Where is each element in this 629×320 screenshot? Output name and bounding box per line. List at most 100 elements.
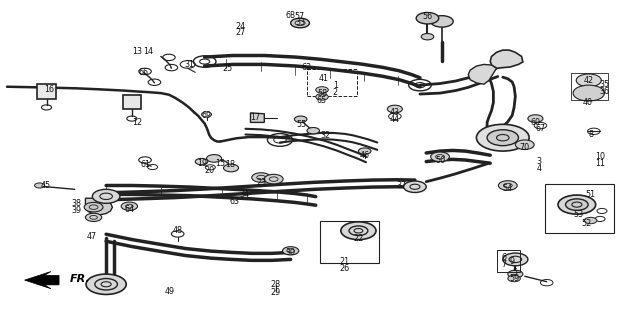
Polygon shape <box>25 271 59 289</box>
Text: 21: 21 <box>340 257 350 266</box>
Text: 63: 63 <box>229 197 239 206</box>
Circle shape <box>515 140 534 149</box>
Text: 61: 61 <box>140 160 150 169</box>
Text: 60: 60 <box>530 118 540 127</box>
Polygon shape <box>468 64 496 84</box>
Text: 47: 47 <box>87 232 97 241</box>
Circle shape <box>416 12 439 24</box>
Text: 67: 67 <box>535 124 545 133</box>
Circle shape <box>421 34 434 40</box>
Text: 23: 23 <box>256 178 266 187</box>
Text: 25: 25 <box>223 64 233 73</box>
Polygon shape <box>250 113 264 123</box>
Text: 14: 14 <box>143 47 153 56</box>
Bar <box>320 220 379 263</box>
Text: 58: 58 <box>317 89 327 98</box>
Text: 53: 53 <box>573 210 583 219</box>
Text: 18: 18 <box>225 160 235 169</box>
Circle shape <box>86 274 126 294</box>
Circle shape <box>573 85 604 101</box>
Text: 20: 20 <box>204 166 214 175</box>
Text: 26: 26 <box>340 264 350 273</box>
Text: 4: 4 <box>537 164 542 173</box>
Text: 34: 34 <box>239 190 249 199</box>
Text: 13: 13 <box>133 47 143 56</box>
Text: 51: 51 <box>586 189 596 199</box>
Circle shape <box>223 164 238 172</box>
Text: 44: 44 <box>390 115 400 124</box>
Text: 56: 56 <box>423 12 433 21</box>
Circle shape <box>528 115 543 123</box>
Text: 57: 57 <box>294 12 304 21</box>
Circle shape <box>503 253 528 266</box>
Text: 1: 1 <box>333 81 338 90</box>
Bar <box>307 69 357 96</box>
Text: 6: 6 <box>501 253 506 262</box>
Text: 5: 5 <box>513 268 518 277</box>
Text: 62: 62 <box>302 63 312 72</box>
Text: 39: 39 <box>71 206 81 215</box>
Text: 59: 59 <box>509 274 519 283</box>
Polygon shape <box>490 50 523 68</box>
Text: 55: 55 <box>297 120 307 129</box>
Circle shape <box>359 148 371 154</box>
Text: 32: 32 <box>321 131 331 140</box>
Text: 30: 30 <box>286 248 296 257</box>
Circle shape <box>86 213 102 221</box>
Text: 66: 66 <box>139 68 149 77</box>
Text: 33: 33 <box>295 19 305 28</box>
Text: 37: 37 <box>396 181 406 190</box>
Text: 29: 29 <box>270 288 281 297</box>
Text: 45: 45 <box>41 181 51 190</box>
Text: 15: 15 <box>214 159 225 168</box>
Text: 22: 22 <box>353 234 364 243</box>
Circle shape <box>565 199 588 210</box>
Text: 27: 27 <box>235 28 245 37</box>
Text: 36: 36 <box>599 87 610 96</box>
Text: 31: 31 <box>184 60 194 69</box>
Text: 9: 9 <box>509 258 515 267</box>
Text: 35: 35 <box>599 80 610 89</box>
Circle shape <box>316 94 328 100</box>
Text: 17: 17 <box>250 113 260 122</box>
Text: 50: 50 <box>435 156 445 165</box>
Text: 28: 28 <box>270 280 281 289</box>
Text: 11: 11 <box>595 159 605 168</box>
Text: 16: 16 <box>45 85 55 94</box>
Circle shape <box>92 189 120 203</box>
Text: 48: 48 <box>173 226 182 235</box>
Circle shape <box>387 105 403 113</box>
Circle shape <box>252 173 270 182</box>
Circle shape <box>291 18 309 28</box>
Circle shape <box>84 202 103 212</box>
Text: 12: 12 <box>133 118 143 127</box>
Text: 64: 64 <box>125 205 135 214</box>
Text: 8: 8 <box>588 130 593 139</box>
Bar <box>545 184 615 233</box>
Circle shape <box>498 181 517 190</box>
Text: 52: 52 <box>581 219 591 228</box>
Circle shape <box>487 130 518 146</box>
Text: 68: 68 <box>286 12 296 20</box>
Circle shape <box>282 247 299 255</box>
Text: 24: 24 <box>235 22 245 31</box>
Circle shape <box>576 74 601 87</box>
Bar <box>571 73 608 100</box>
Bar <box>37 84 56 100</box>
Circle shape <box>431 16 454 27</box>
Circle shape <box>206 155 221 162</box>
Text: 42: 42 <box>584 76 594 85</box>
Circle shape <box>316 87 328 93</box>
Text: 38: 38 <box>71 198 81 207</box>
Text: 40: 40 <box>582 98 593 107</box>
Text: 65: 65 <box>317 96 327 105</box>
Text: 70: 70 <box>520 143 530 152</box>
Circle shape <box>264 174 283 184</box>
Text: 43: 43 <box>390 108 400 117</box>
Text: FR.: FR. <box>70 274 91 284</box>
Text: 54: 54 <box>503 184 513 193</box>
Circle shape <box>294 116 307 123</box>
Polygon shape <box>86 198 113 215</box>
Text: 2: 2 <box>333 88 338 97</box>
Circle shape <box>121 202 138 210</box>
